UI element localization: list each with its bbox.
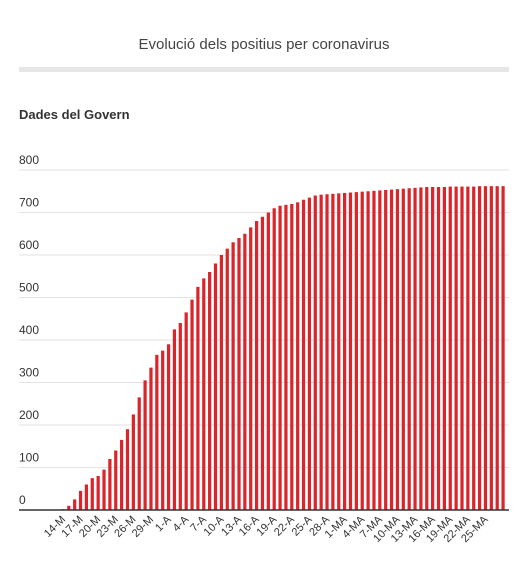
y-tick-label: 0 (19, 493, 26, 507)
bar (120, 439, 124, 511)
chart-title: Evolució dels positius per coronavirus (138, 36, 390, 53)
bar (213, 263, 218, 510)
bar (296, 202, 300, 511)
bar (307, 197, 312, 511)
x-axis-labels: 14-M17-M20-M23-M26-M29-M1-A4-A7-A10-A13-… (42, 513, 491, 545)
bar (325, 194, 329, 511)
bar (284, 204, 288, 510)
bar (343, 192, 347, 510)
y-tick-label: 700 (19, 196, 39, 210)
bar (419, 187, 423, 510)
y-tick-label: 800 (19, 153, 39, 167)
y-tick-label: 200 (19, 408, 39, 422)
x-tick-label: 1-A (153, 513, 174, 534)
bar (489, 186, 493, 510)
bar (389, 189, 394, 511)
bar (125, 429, 130, 510)
bar (108, 459, 112, 510)
x-tick-label: 4-A (171, 513, 192, 534)
bar (278, 205, 282, 510)
bar (208, 272, 212, 510)
bar (73, 499, 77, 511)
bar (372, 190, 376, 510)
bar (483, 186, 488, 510)
bar (378, 190, 382, 510)
bar (436, 187, 441, 510)
bar (395, 189, 400, 511)
y-tick-label: 500 (19, 281, 39, 295)
bar (149, 367, 153, 511)
bar (448, 186, 452, 510)
bar (319, 194, 323, 510)
bar (331, 193, 335, 511)
bar (237, 238, 241, 510)
bar (202, 278, 206, 511)
bar (67, 505, 71, 510)
y-tick-label: 100 (19, 451, 39, 465)
bar (460, 186, 464, 510)
bar (413, 187, 417, 510)
bar (190, 299, 194, 511)
bar (155, 354, 159, 511)
bar (401, 188, 405, 510)
bar (301, 199, 306, 510)
bar (260, 216, 265, 510)
bar (131, 414, 135, 511)
bar (78, 490, 83, 511)
bar (360, 191, 364, 510)
title-divider (19, 67, 509, 72)
bar (454, 186, 458, 510)
bars (61, 186, 505, 511)
bar (172, 329, 177, 511)
bar (425, 187, 429, 510)
bar (337, 193, 341, 511)
bar (472, 186, 476, 510)
bar (196, 286, 200, 511)
bar (114, 450, 118, 510)
bar (243, 233, 247, 510)
bar (477, 186, 482, 510)
y-axis-labels: 0 100 200 300 400 500 600 700 800 (19, 153, 39, 507)
y-tick-label: 600 (19, 238, 39, 252)
bar (84, 484, 89, 510)
bar (466, 186, 470, 510)
bar (137, 397, 141, 511)
bar (249, 227, 253, 511)
bar (495, 186, 499, 510)
bar (384, 189, 388, 510)
bar (348, 192, 353, 510)
bar (161, 350, 165, 511)
bar (254, 221, 259, 510)
bar (231, 242, 235, 510)
bar (272, 208, 276, 510)
bar (178, 323, 182, 510)
bar (407, 188, 411, 510)
y-tick-label: 400 (19, 323, 39, 337)
bar (166, 344, 171, 510)
bar (90, 478, 94, 511)
bar (442, 187, 446, 510)
bar (184, 312, 188, 511)
bar (219, 255, 223, 510)
bar (290, 204, 294, 510)
bar (102, 469, 106, 511)
bar (266, 212, 270, 510)
bar (431, 187, 435, 510)
bar (354, 192, 358, 510)
bar (313, 195, 317, 510)
bar (143, 380, 147, 511)
bar (96, 476, 100, 510)
bar (366, 191, 370, 510)
chart-subtitle: Dades del Govern (19, 107, 130, 122)
y-tick-label: 300 (19, 366, 39, 380)
bar (501, 186, 505, 510)
bar (225, 248, 229, 511)
